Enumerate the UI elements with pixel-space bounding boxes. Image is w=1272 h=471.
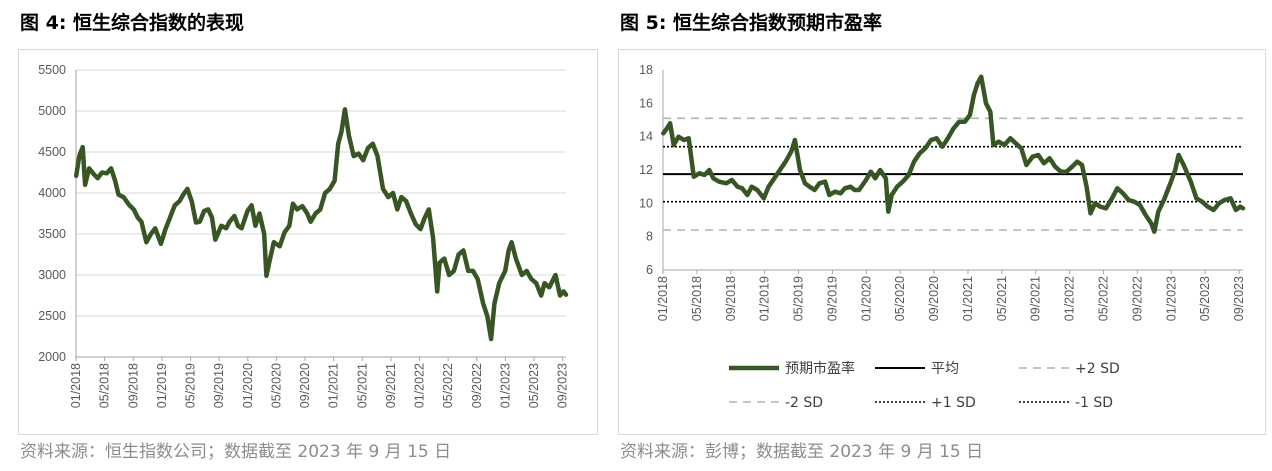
x-tick-label: 05/2020 — [893, 276, 907, 321]
x-tick-label: 09/2022 — [470, 363, 484, 408]
x-tick-label: 09/2019 — [212, 363, 226, 408]
series-line — [661, 74, 1246, 234]
legend-label: +1 SD — [931, 395, 976, 411]
y-tick-label: 5000 — [38, 104, 66, 118]
x-tick-label: 09/2023 — [556, 363, 570, 408]
x-tick-label: 09/2018 — [126, 363, 140, 408]
y-tick-label: 8 — [646, 230, 653, 244]
y-tick-label: 5500 — [38, 63, 66, 77]
figure-5-source: 资料来源：彭博；数据截至 2023 年 9 月 15 日 — [620, 442, 984, 462]
legend-label: 预期市盈率 — [785, 360, 855, 377]
x-tick-label: 05/2019 — [184, 363, 198, 408]
y-tick-label: 2000 — [38, 350, 66, 364]
figure-4-title: 图 4: 恒生综合指数的表现 — [20, 12, 245, 34]
x-tick-label: 05/2018 — [690, 276, 704, 321]
y-tick-label: 14 — [639, 130, 653, 144]
y-tick-label: 6 — [646, 263, 653, 277]
y-tick-label: 4500 — [38, 145, 66, 159]
x-tick-label: 01/2018 — [69, 363, 83, 408]
legend-label: -2 SD — [785, 395, 823, 411]
x-tick-label: 05/2022 — [1097, 276, 1111, 321]
x-tick-label: 01/2019 — [155, 363, 169, 408]
x-tick-label: 09/2019 — [825, 276, 839, 321]
y-tick-label: 18 — [639, 63, 653, 77]
hsci-forward-pe-chart: 18 16 14 12 10 8 601/2018 05/2018 09/2018 01/2019… — [639, 63, 1246, 411]
x-tick-label: 01/2021 — [961, 276, 975, 321]
x-tick-label: 01/2020 — [241, 363, 255, 408]
x-tick-label: 01/2023 — [498, 363, 512, 408]
x-tick-label: 09/2018 — [724, 276, 738, 321]
x-tick-label: 05/2021 — [995, 276, 1009, 321]
y-tick-label: 4000 — [38, 186, 66, 200]
y-tick-label: 12 — [639, 163, 653, 177]
y-tick-label: 3500 — [38, 227, 66, 241]
x-tick-label: 05/2018 — [98, 363, 112, 408]
x-tick-label: 01/2021 — [327, 363, 341, 408]
x-tick-label: 05/2021 — [355, 363, 369, 408]
y-tick-label: 2500 — [38, 309, 66, 323]
x-tick-label: 09/2020 — [927, 276, 941, 321]
x-tick-label: 05/2019 — [792, 276, 806, 321]
series-line — [73, 107, 569, 342]
legend-label: +2 SD — [1075, 361, 1120, 377]
x-tick-label: 09/2022 — [1130, 276, 1144, 321]
x-tick-label: 01/2019 — [758, 276, 772, 321]
y-tick-label: 3000 — [38, 268, 66, 282]
x-tick-label: 01/2018 — [656, 276, 670, 321]
x-tick-label: 09/2020 — [298, 363, 312, 408]
y-tick-label: 16 — [639, 96, 653, 110]
figure-4-source: 资料来源：恒生指数公司；数据截至 2023 年 9 月 15 日 — [20, 442, 452, 462]
x-tick-label: 05/2022 — [441, 363, 455, 408]
hsci-performance-chart-frame: 5500 5000 4500 4000 3500 3000 2500 2000 01/2018 0… — [18, 49, 598, 435]
x-tick-label: 05/2023 — [527, 363, 541, 408]
y-tick-label: 10 — [639, 196, 653, 210]
x-tick-label: 09/2021 — [1029, 276, 1043, 321]
x-tick-label: 09/2023 — [1232, 276, 1246, 321]
hsci-forward-pe-chart-frame: 18 16 14 12 10 8 6 01/2018 05/2018 09/2018 01/2019… — [618, 49, 1266, 435]
x-tick-label: 09/2021 — [384, 363, 398, 408]
x-tick-label: 05/2023 — [1198, 276, 1212, 321]
legend-label: -1 SD — [1075, 395, 1113, 411]
x-tick-label: 01/2020 — [859, 276, 873, 321]
figure-5-title: 图 5: 恒生综合指数预期市盈率 — [620, 12, 883, 34]
x-tick-label: 05/2020 — [269, 363, 283, 408]
legend-label: 平均 — [931, 361, 959, 377]
x-tick-label: 01/2023 — [1164, 276, 1178, 321]
x-tick-label: 01/2022 — [413, 363, 427, 408]
x-tick-label: 01/2022 — [1063, 276, 1077, 321]
